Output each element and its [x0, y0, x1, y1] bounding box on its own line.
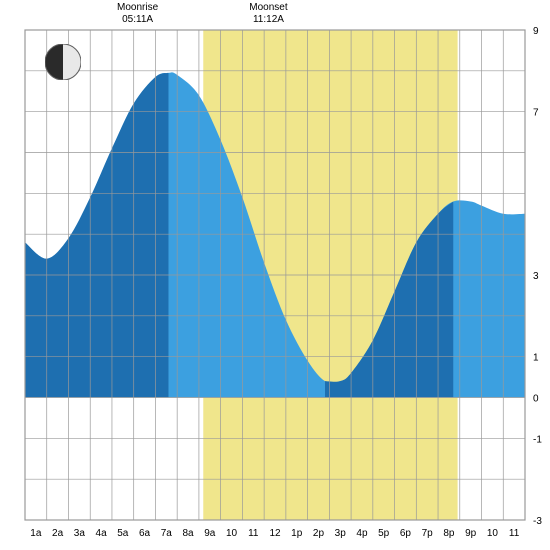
svg-text:7: 7	[533, 108, 539, 119]
moonrise-time: 05:11A	[108, 14, 168, 26]
chart-svg: -3-1013791a2a3a4a5a6a7a8a9a1011121p2p3p4…	[0, 0, 550, 550]
svg-text:5a: 5a	[117, 528, 129, 539]
svg-text:1a: 1a	[30, 528, 42, 539]
svg-text:1: 1	[533, 353, 539, 364]
moonrise-label: Moonrise 05:11A	[108, 2, 168, 26]
svg-text:4p: 4p	[356, 528, 368, 539]
svg-text:11: 11	[248, 528, 259, 539]
moonset-label: Moonset 11:12A	[238, 2, 298, 26]
svg-text:3: 3	[533, 271, 539, 282]
moonset-time: 11:12A	[238, 14, 298, 26]
svg-text:1p: 1p	[291, 528, 303, 539]
svg-text:2p: 2p	[313, 528, 325, 539]
svg-text:6a: 6a	[139, 528, 151, 539]
svg-text:10: 10	[226, 528, 238, 539]
svg-text:3p: 3p	[335, 528, 347, 539]
svg-text:-3: -3	[533, 516, 542, 527]
top-labels: Moonrise 05:11A Moonset 11:12A	[0, 0, 550, 30]
svg-text:12: 12	[269, 528, 281, 539]
svg-text:4a: 4a	[96, 528, 108, 539]
svg-text:3a: 3a	[74, 528, 86, 539]
svg-text:7p: 7p	[422, 528, 434, 539]
svg-text:8a: 8a	[182, 528, 194, 539]
svg-text:8p: 8p	[443, 528, 455, 539]
tide-chart: Moonrise 05:11A Moonset 11:12A -3 -1 0 1 3 7 9…	[0, 0, 550, 550]
moon-phase-icon	[45, 44, 81, 80]
svg-text:5p: 5p	[378, 528, 390, 539]
svg-text:7a: 7a	[161, 528, 173, 539]
svg-text:2a: 2a	[52, 528, 64, 539]
moonset-title: Moonset	[238, 2, 298, 14]
svg-text:0: 0	[533, 394, 539, 405]
moonrise-title: Moonrise	[108, 2, 168, 14]
svg-text:11: 11	[509, 528, 520, 539]
svg-text:9a: 9a	[204, 528, 216, 539]
svg-text:9p: 9p	[465, 528, 477, 539]
svg-text:10: 10	[487, 528, 499, 539]
svg-text:6p: 6p	[400, 528, 412, 539]
svg-text:-1: -1	[533, 434, 542, 445]
